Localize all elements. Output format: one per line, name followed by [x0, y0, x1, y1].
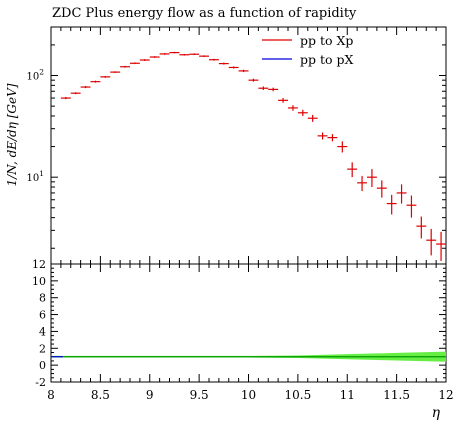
main-plot-frame [50, 26, 447, 265]
data-point [258, 86, 269, 91]
data-point [248, 78, 259, 82]
ratio-y-tick-label: 2 [39, 342, 46, 355]
data-point [179, 53, 190, 56]
data-point [218, 62, 229, 65]
data-points [60, 51, 446, 261]
data-point [386, 194, 397, 215]
data-point [159, 53, 170, 55]
ratio-ticks: 12 10 8 6 4 2 0 -2 [32, 258, 446, 389]
data-point [416, 216, 427, 239]
data-point [357, 175, 367, 192]
legend-label-pp-to-xp: pp to Xp [300, 33, 353, 48]
legend: pp to Xp pp to pX [262, 33, 354, 67]
ratio-y-tick-label: 12 [32, 258, 46, 271]
data-point [149, 56, 160, 58]
ratio-y-tick-label: 8 [39, 292, 46, 305]
x-tick-label: 9 [146, 388, 154, 402]
main-x-ticks [50, 27, 447, 382]
ratio-y-tick-label: -2 [35, 376, 46, 389]
ratio-y-tick-label: 4 [39, 325, 46, 338]
data-point [100, 75, 111, 78]
data-point [278, 98, 288, 103]
data-point [367, 169, 377, 188]
data-point [396, 184, 407, 204]
ratio-y-tick-label: 10 [32, 275, 46, 288]
data-point [169, 51, 180, 54]
data-point [110, 71, 121, 73]
x-tick-label: 9.5 [190, 388, 209, 402]
x-tick-label: 8.5 [91, 388, 110, 402]
data-point [70, 92, 81, 95]
data-point [268, 87, 279, 92]
x-tick-label: 11 [340, 388, 355, 402]
data-point [426, 228, 437, 256]
data-point [90, 80, 101, 83]
x-tick-label: 8 [47, 388, 55, 402]
ratio-y-tick-label: 6 [39, 309, 46, 322]
data-point [337, 141, 348, 153]
data-point [199, 55, 209, 58]
data-point [297, 109, 308, 116]
x-tick-labels: 8 8.5 9 9.5 10 10.5 11 11.5 12 [47, 388, 453, 402]
data-point [209, 58, 219, 61]
x-tick-label: 10.5 [285, 388, 312, 402]
data-point [130, 62, 140, 65]
data-point [327, 134, 338, 142]
x-tick-label: 11.5 [383, 388, 410, 402]
data-point [189, 53, 200, 56]
x-axis-label: η [432, 405, 441, 421]
data-point [307, 114, 318, 122]
ratio-y-tick-label: 0 [39, 359, 46, 372]
data-point [376, 180, 387, 198]
legend-label-pp-to-px: pp to pX [300, 52, 354, 67]
main-y-ticks: 102 101 [26, 26, 446, 249]
data-point [120, 65, 130, 68]
data-point [80, 86, 91, 89]
ratio-band [51, 351, 446, 362]
data-point [436, 231, 446, 261]
x-tick-label: 12 [438, 388, 453, 402]
x-tick-label: 10 [241, 388, 256, 402]
data-point [238, 69, 249, 73]
y-tick-label: 101 [26, 169, 44, 184]
y-axis-label: 1/N, dE/dη [GeV] [5, 83, 19, 186]
data-point [347, 162, 358, 178]
data-point [60, 96, 71, 100]
data-point [228, 66, 239, 69]
chart-title: ZDC Plus energy flow as a function of ra… [52, 6, 357, 21]
data-point [406, 195, 417, 218]
ratio-plot-frame [50, 263, 447, 383]
data-point [288, 105, 298, 111]
y-tick-label: 102 [26, 68, 44, 83]
data-point [139, 59, 150, 61]
data-point [317, 132, 328, 140]
